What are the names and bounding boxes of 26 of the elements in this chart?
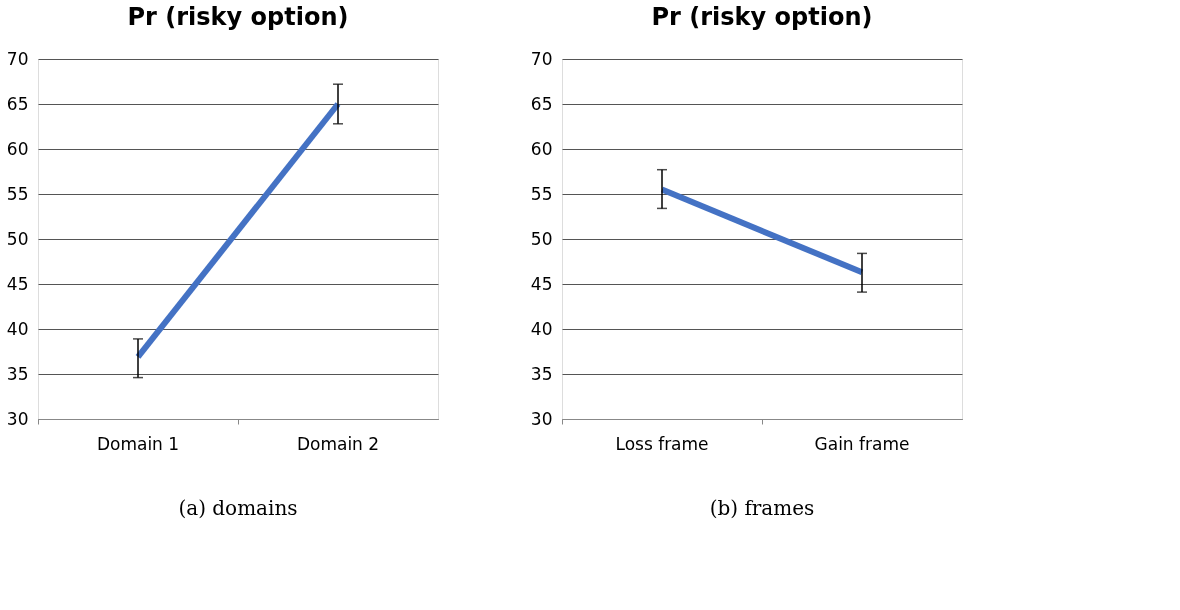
y-tick-label: 40 — [6, 318, 29, 339]
y-tick-label: 35 — [530, 363, 553, 384]
y-tick-label: 35 — [6, 363, 29, 384]
y-tick-label: 60 — [6, 138, 29, 159]
y-tick-label: 40 — [530, 318, 553, 339]
y-tick-label: 65 — [530, 93, 553, 114]
x-tick-label: Domain 2 — [296, 433, 380, 454]
y-tick-label: 30 — [6, 408, 29, 429]
y-tick-label: 70 — [530, 48, 553, 69]
x-tick-label: Gain frame — [814, 433, 910, 454]
y-tick-label: 55 — [530, 183, 553, 204]
chart-title: Pr (risky option) — [127, 3, 349, 31]
text: (a) domains — [178, 496, 298, 520]
y-tick-label: 45 — [6, 273, 29, 294]
y-tick-label: 60 — [530, 138, 553, 159]
x-tick-label: Domain 1 — [96, 433, 180, 454]
y-tick-label: 55 — [6, 183, 29, 204]
y-tick-label: 50 — [6, 228, 29, 249]
y-tick-label: 70 — [6, 48, 29, 69]
chart-title: Pr (risky option) — [651, 3, 873, 31]
y-tick-label: 50 — [530, 228, 553, 249]
x-tick-label: Loss frame — [615, 433, 709, 454]
y-tick-label: 65 — [6, 93, 29, 114]
y-tick-label: 45 — [530, 273, 553, 294]
text: (b) frames — [709, 496, 815, 520]
y-tick-label: 30 — [530, 408, 553, 429]
